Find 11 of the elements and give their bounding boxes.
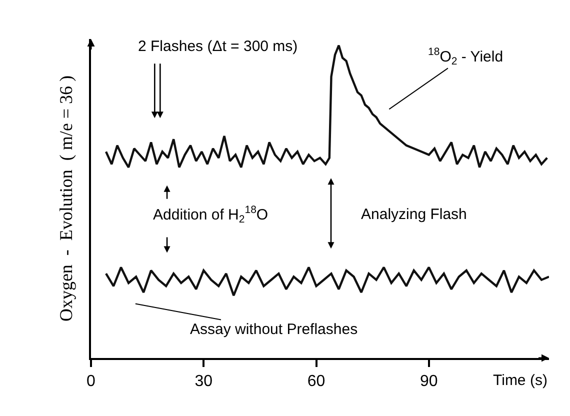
x-tick-label: 90 (420, 372, 438, 390)
x-tick-label: 60 (307, 372, 326, 390)
annotation: Analyzing Flash (361, 206, 467, 223)
y-axis-title: Oxygen - Evolution ( m/e = 36 ) (56, 75, 76, 322)
annotation: Assay without Preflashes (190, 321, 358, 338)
annotation: Addition of H$_{2}$$^{18}$O (153, 204, 268, 226)
annotation: 2 Flashes (Δt = 300 ms) (138, 38, 298, 55)
x-tick-label: 30 (194, 372, 213, 390)
x-tick-label: 0 (86, 372, 96, 390)
x-axis-title: Time (s) (493, 372, 548, 389)
annotation: $^{18}$O$_{2}$ - Yield (428, 46, 504, 68)
